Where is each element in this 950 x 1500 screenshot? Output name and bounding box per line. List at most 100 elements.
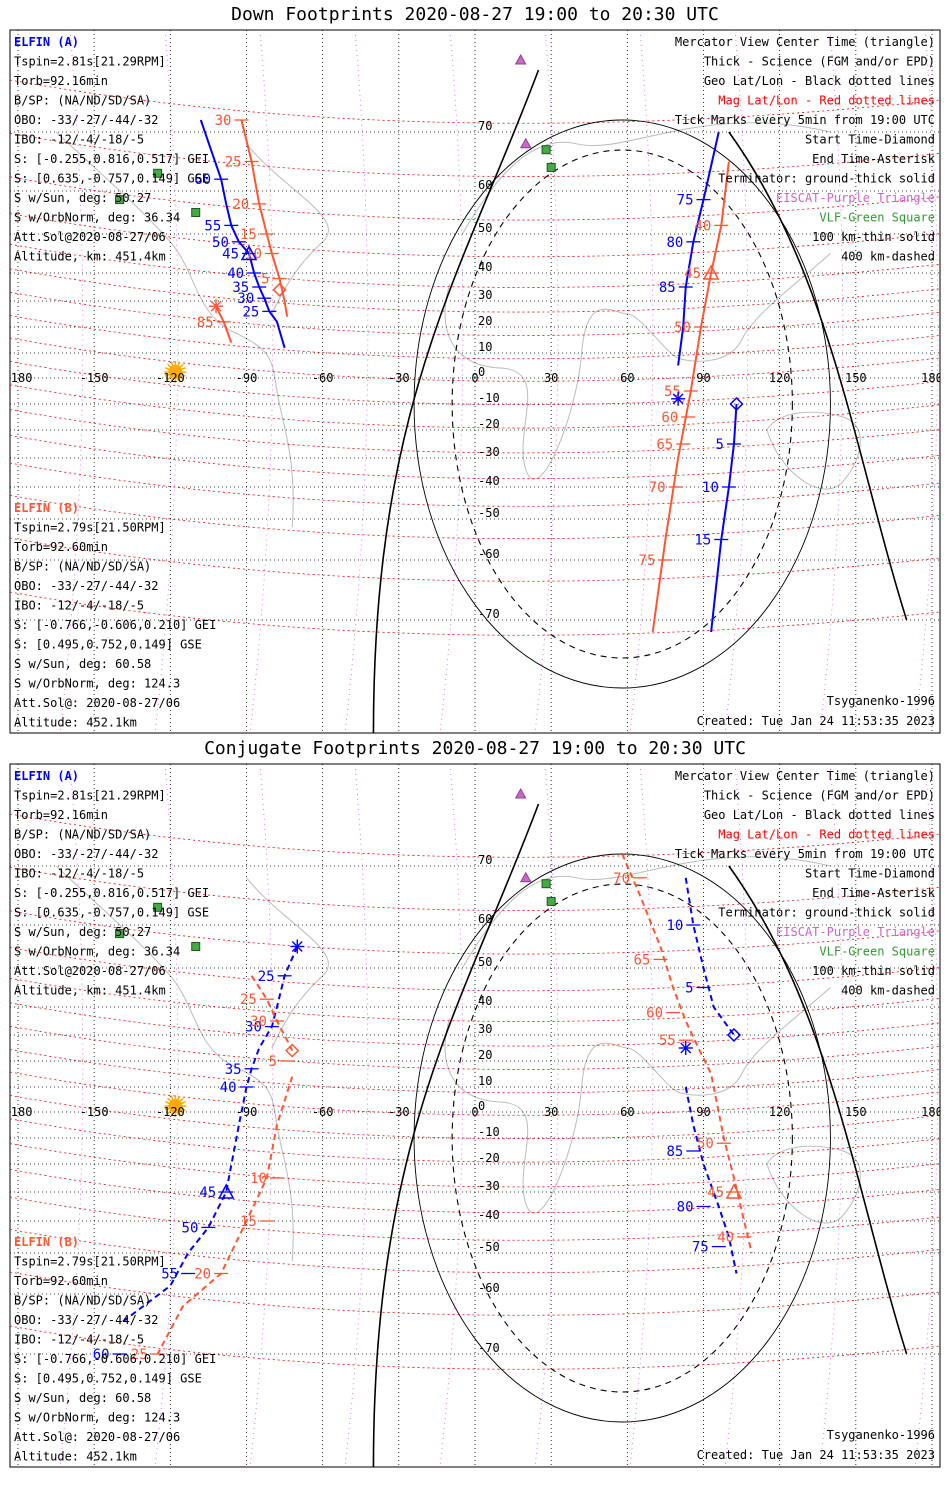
legend-line: 400 km-dashed [841,250,935,264]
elfin-b-info-line: S: [-0.766,-0.606,0.210] GEI [14,1352,216,1366]
track-time-label: 65 [656,437,673,453]
asterisk-stroke [672,393,684,405]
lon-tick-label: -60 [312,1105,334,1119]
track-time-label: 85 [666,1144,683,1160]
mag-parallel [10,79,940,124]
track-time-label: 30 [215,113,232,129]
mag-parallel [10,315,940,360]
track-time-label: 55 [161,1267,178,1283]
americas-outline [55,131,329,528]
lon-tick-label: -30 [388,1105,410,1119]
terminator-west [372,803,540,1467]
mag-meridian [724,30,749,733]
end-asterisk-marker [671,391,686,406]
lon-tick-label: 150 [845,1105,867,1119]
track-time-label: 50 [212,235,229,251]
legend-line: Geo Lat/Lon - Black dotted lines [704,808,935,822]
track-time-label: 55 [664,384,681,400]
elfin-a-track [684,1086,738,1274]
legend-line: Tick Marks every 5min from 19:00 UTC [675,113,935,127]
mag-parallel [10,176,940,221]
vlf-station-marker [546,162,556,172]
mag-meridian [154,764,179,1467]
elfin-a-track [684,877,735,1036]
elfin-b-info-line: Altitude: 452.1km [14,716,137,730]
elfin-a-info-line: OBO: -33/-27/-44/-32 [14,113,159,127]
track-time-label: 80 [666,235,683,251]
lon-tick-label: -180 [4,1105,33,1119]
eiscat-marker [514,787,527,799]
mag-parallel [10,1196,940,1241]
elfin-a-info-line: Altitude, km: 451.4km [14,984,166,998]
mag-parallel [10,243,940,288]
vlf-station-marker [541,145,551,155]
mag-parallel [10,291,940,336]
lat-tick-label: 0 [478,365,485,379]
lat-tick-label: 10 [478,1074,492,1088]
lat-tick-label: 70 [478,119,492,133]
elfin-b-info-line: S w/Sun, deg: 60.58 [14,1391,151,1405]
mag-parallel [10,866,940,911]
track-time-label: 50 [182,1220,199,1236]
elfin-b-info-line: Att.Sol@: 2020-08-27/06 [14,1430,180,1444]
lat-tick-label: 60 [478,912,492,926]
elfin-a-info-line: B/SP: (NA/ND/SD/SA) [14,828,151,842]
lon-tick-label: 180 [921,371,943,385]
start-diamond-marker [272,282,287,297]
elfin-a-info-line: IBO: -12/-4/-18/-5 [14,133,144,147]
elfin-b-track [651,161,730,633]
elfin-a-info-line: Torb=92.16min [14,808,108,822]
track-time-label: 10 [666,918,683,934]
mag-meridian [629,764,654,1467]
elfin-b-info-line: Torb=92.60min [14,540,108,554]
map-frame [9,29,941,734]
mag-meridian [914,30,939,733]
lat-tick-label: -40 [478,1208,500,1222]
lat-tick-label: 50 [478,955,492,969]
legend-line: End Time-Asterisk [812,152,936,166]
map-panel-down: -180 -150 -120 -90 -60 -30 0 30 60 90 120 150 180706… [9,29,943,734]
lon-tick-label: -150 [80,1105,109,1119]
start-diamond-marker [729,396,744,412]
track-time-label: 60 [661,410,678,426]
mag-parallel [10,495,940,540]
track-time-label: 10 [702,480,719,496]
elfin-b-info-line: S w/OrbNorm, deg: 124.3 [14,677,180,691]
lat-tick-label: -10 [478,391,500,405]
mag-parallel [10,268,940,313]
lon-tick-label: -150 [80,371,109,385]
sun-disc [168,365,183,379]
track-time-label: 25 [240,992,257,1008]
elfin-b-info-line: S: [0.495,0.752,0.149] GSE [14,638,202,652]
lon-tick-label: -30 [388,371,410,385]
mag-parallel [10,813,940,858]
eiscat-marker [519,137,532,149]
legend-line: End Time-Asterisk [812,886,936,900]
mag-meridian [249,764,274,1467]
mag-parallel [10,1049,940,1094]
eurasia-africa-outline [444,856,831,1214]
track-time-label: 45 [222,247,239,263]
track-time-label: 60 [93,1347,110,1363]
track-time-label: 70 [649,480,666,496]
lon-tick-label: 0 [471,371,478,385]
elfin-a-info-line: S: [0.635,-0.757,0.149] GSE [14,172,209,186]
lon-tick-label: 60 [620,371,634,385]
map-panel-conj: -180 -150 -120 -90 -60 -30 0 30 60 90 120 150 180706… [4,763,941,1468]
legend-line: Terminator: ground-thick solid [718,172,935,186]
lat-tick-label: 50 [478,221,492,235]
track-time-label: 25 [242,304,259,320]
lat-tick-label: 0 [478,1099,485,1113]
mag-meridian [154,30,179,733]
terminator-east [728,131,908,621]
start-diamond-marker [726,1027,742,1043]
asterisk-stroke [291,941,303,952]
elfin-b-info-line: ELFIN (B) [14,1235,79,1249]
legend-line: VLF-Green Square [819,211,935,225]
lat-tick-label: -30 [478,445,500,459]
lon-tick-label: -120 [156,1105,185,1119]
elfin-b-info-line: OBO: -33/-27/-44/-32 [14,579,159,593]
mag-meridian [439,764,464,1467]
vlf-station-marker [115,929,125,939]
